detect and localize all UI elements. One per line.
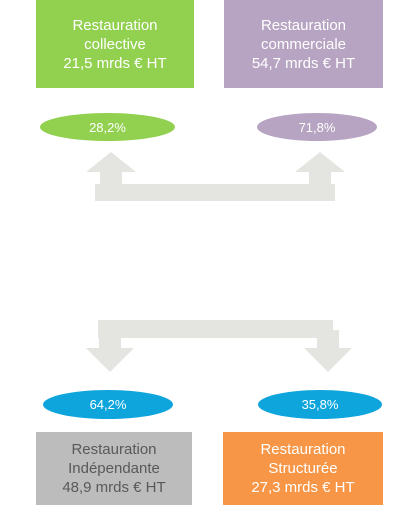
- share-oval: 71,8%: [257, 113, 377, 141]
- share-oval: 28,2%: [40, 113, 175, 141]
- node-text: Structurée: [268, 460, 338, 477]
- node-box: Restauration collective 21,5 mrds € HT: [36, 0, 194, 88]
- node-text: Restauration: [260, 441, 346, 458]
- node-text: 21,5 mrds € HT: [63, 54, 167, 72]
- share-oval: 35,8%: [258, 390, 382, 419]
- merge-arrow: [86, 152, 345, 201]
- split-arrow: [86, 320, 352, 372]
- share-oval: 64,2%: [43, 390, 173, 419]
- node-text: Restauration: [260, 16, 347, 34]
- node-box: Restauration Indépendante 48,9 mrds € HT: [36, 432, 192, 505]
- node-box: Restauration commerciale 54,7 mrds € HT: [224, 0, 383, 88]
- node-text: commerciale: [260, 35, 347, 53]
- node-text: collective: [84, 35, 146, 53]
- node-text: 48,9 mrds € HT: [62, 479, 166, 496]
- node-text: Indépendante: [68, 460, 160, 477]
- node-text: Restauration: [72, 16, 158, 34]
- node-text: Restauration: [71, 441, 157, 458]
- node-box: Restauration Structurée 27,3 mrds € HT: [223, 432, 383, 505]
- node-text: 27,3 mrds € HT: [251, 479, 355, 496]
- node-text: 54,7 mrds € HT: [251, 54, 356, 72]
